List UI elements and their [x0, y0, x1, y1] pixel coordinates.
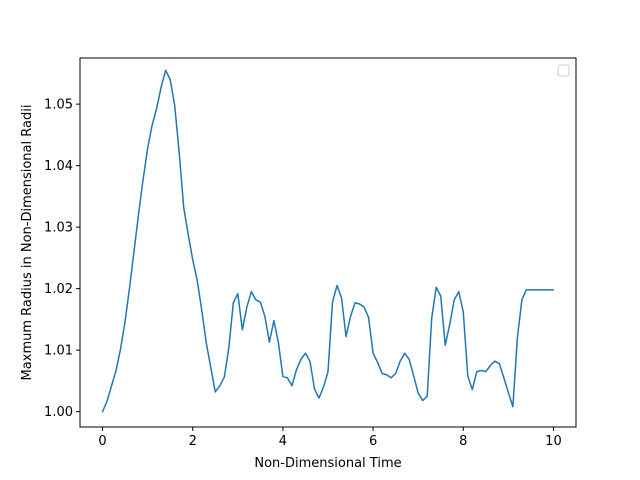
x-tick-label: 0: [98, 434, 106, 449]
x-tick-label: 10: [545, 434, 562, 449]
y-tick-label: 1.03: [44, 221, 73, 236]
x-tick-label: 4: [279, 434, 287, 449]
x-tick-label: 8: [459, 434, 467, 449]
x-tick-label: 6: [369, 434, 377, 449]
plot-frame: [79, 57, 577, 428]
x-axis-label: Non-Dimensional Time: [254, 456, 401, 471]
series-line-0: [101, 69, 555, 413]
y-tick-label: 1.05: [44, 98, 73, 113]
legend-box: [557, 64, 570, 77]
y-tick-label: 1.02: [44, 282, 73, 297]
y-tick-label: 1.04: [44, 159, 73, 174]
y-tick-label: 1.00: [44, 405, 73, 420]
x-tick-label: 2: [189, 434, 197, 449]
y-tick-label: 1.01: [44, 344, 73, 359]
y-axis-label: Maxmum Radius in Non-Dimensional Radii: [20, 105, 35, 381]
